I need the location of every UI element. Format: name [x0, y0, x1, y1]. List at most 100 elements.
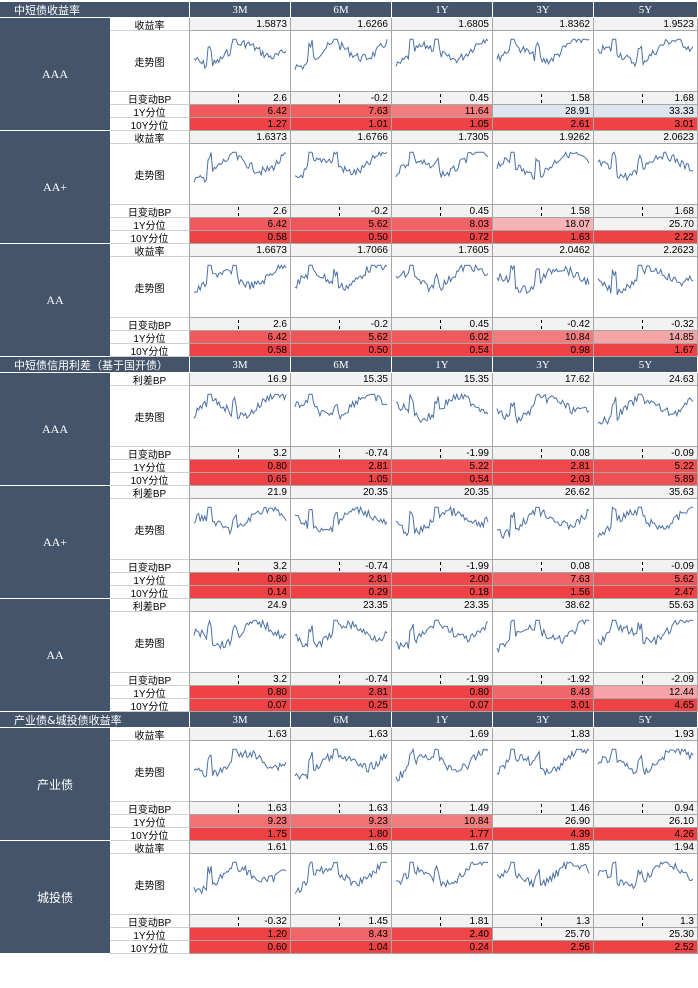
value-text: 1.05 — [368, 473, 388, 485]
zero-axis-marker — [339, 449, 340, 458]
value-text: 1.04 — [368, 941, 388, 953]
value-text: 1.9262 — [559, 131, 590, 143]
value-text: 1.65 — [368, 841, 388, 853]
value-text: 1.85 — [570, 841, 590, 853]
row-label: 1Y分位 — [110, 928, 190, 941]
value-text: 0.54 — [469, 473, 489, 485]
value-cell: 0.45 — [392, 92, 493, 105]
value-cell: 8.43 — [291, 928, 392, 941]
row-label: 日变动BP — [110, 560, 190, 573]
zero-axis-marker — [440, 804, 441, 813]
value-text: 1.3 — [576, 915, 590, 927]
column-header-3y: 3Y — [493, 357, 594, 373]
value-text: 24.9 — [267, 599, 287, 611]
trend-sparkline — [291, 741, 392, 802]
value-cell: 3.2 — [190, 560, 291, 573]
value-text: 24.63 — [668, 373, 694, 385]
value-text: -0.74 — [365, 447, 388, 459]
value-cell: 26.62 — [493, 486, 594, 499]
value-text: 1.67 — [469, 841, 489, 853]
value-cell: 1.75 — [190, 828, 291, 841]
value-text: 21.9 — [267, 486, 287, 498]
row-label: 日变动BP — [110, 915, 190, 928]
value-cell: 35.63 — [594, 486, 698, 499]
value-cell: -1.99 — [392, 673, 493, 686]
value-cell: 1.6766 — [291, 131, 392, 144]
value-cell: 0.14 — [190, 586, 291, 599]
value-cell: 14.85 — [594, 331, 698, 344]
value-cell: 4.65 — [594, 699, 698, 712]
trend-sparkline — [291, 612, 392, 673]
row-label: 10Y分位 — [110, 941, 190, 954]
value-text: 9.23 — [267, 815, 287, 827]
value-text: 17.62 — [564, 373, 590, 385]
value-cell: -0.09 — [594, 447, 698, 460]
value-text: 4.26 — [674, 828, 694, 840]
row-label: 利差BP — [110, 373, 190, 386]
row-label: 10Y分位 — [110, 828, 190, 841]
trend-sparkline — [392, 31, 493, 92]
value-cell: 2.6 — [190, 318, 291, 331]
value-text: -0.2 — [370, 205, 388, 217]
value-text: 1.05 — [469, 118, 489, 130]
value-text: 0.18 — [469, 586, 489, 598]
zero-axis-marker — [440, 94, 441, 103]
value-cell: 8.03 — [392, 218, 493, 231]
row-label: 走势图 — [110, 257, 190, 318]
value-cell: -0.2 — [291, 318, 392, 331]
trend-sparkline — [392, 499, 493, 560]
zero-axis-marker — [642, 449, 643, 458]
column-header-3m: 3M — [190, 2, 291, 18]
row-label: 1Y分位 — [110, 218, 190, 231]
value-text: 0.80 — [267, 686, 287, 698]
value-cell: 1.94 — [594, 841, 698, 854]
value-cell: 1.6266 — [291, 18, 392, 31]
value-cell: 15.35 — [392, 373, 493, 386]
row-label: 10Y分位 — [110, 344, 190, 357]
value-cell: -0.32 — [190, 915, 291, 928]
trend-sparkline — [190, 144, 291, 205]
value-cell: 33.33 — [594, 105, 698, 118]
column-header-3m: 3M — [190, 357, 291, 373]
value-cell: 1.68 — [594, 205, 698, 218]
column-header-6m: 6M — [291, 2, 392, 18]
value-cell: 0.65 — [190, 473, 291, 486]
value-cell: 2.61 — [493, 118, 594, 131]
value-text: 1.6766 — [357, 131, 388, 143]
value-cell: 1.63 — [291, 728, 392, 741]
trend-sparkline — [392, 741, 493, 802]
value-text: 1.01 — [368, 118, 388, 130]
value-text: 33.33 — [668, 105, 694, 117]
value-text: 3.2 — [273, 560, 287, 572]
value-text: 1.63 — [368, 802, 388, 814]
value-text: 0.72 — [469, 231, 489, 243]
value-cell: 1.56 — [493, 586, 594, 599]
zero-axis-marker — [440, 449, 441, 458]
zero-axis-marker — [642, 562, 643, 571]
value-cell: 12.44 — [594, 686, 698, 699]
value-cell: 2.40 — [392, 928, 493, 941]
value-cell: 3.2 — [190, 673, 291, 686]
row-label: 收益率 — [110, 728, 190, 741]
value-cell: 0.45 — [392, 205, 493, 218]
value-text: -1.99 — [466, 560, 489, 572]
trend-sparkline — [594, 386, 698, 447]
trend-sparkline — [493, 144, 594, 205]
value-cell: 1.7066 — [291, 244, 392, 257]
value-cell: 2.81 — [493, 460, 594, 473]
zero-axis-marker — [339, 320, 340, 329]
trend-sparkline — [190, 257, 291, 318]
value-text: 0.60 — [267, 941, 287, 953]
value-text: 6.42 — [267, 331, 287, 343]
value-text: 1.6805 — [458, 18, 489, 30]
value-cell: -0.2 — [291, 92, 392, 105]
value-text: 55.63 — [668, 599, 694, 611]
value-text: 2.81 — [368, 686, 388, 698]
zero-axis-marker — [339, 675, 340, 684]
value-cell: 1.01 — [291, 118, 392, 131]
group-label: 城投债 — [0, 841, 110, 954]
column-header-3y: 3Y — [493, 712, 594, 728]
value-cell: 20.35 — [392, 486, 493, 499]
value-text: 0.80 — [267, 573, 287, 585]
